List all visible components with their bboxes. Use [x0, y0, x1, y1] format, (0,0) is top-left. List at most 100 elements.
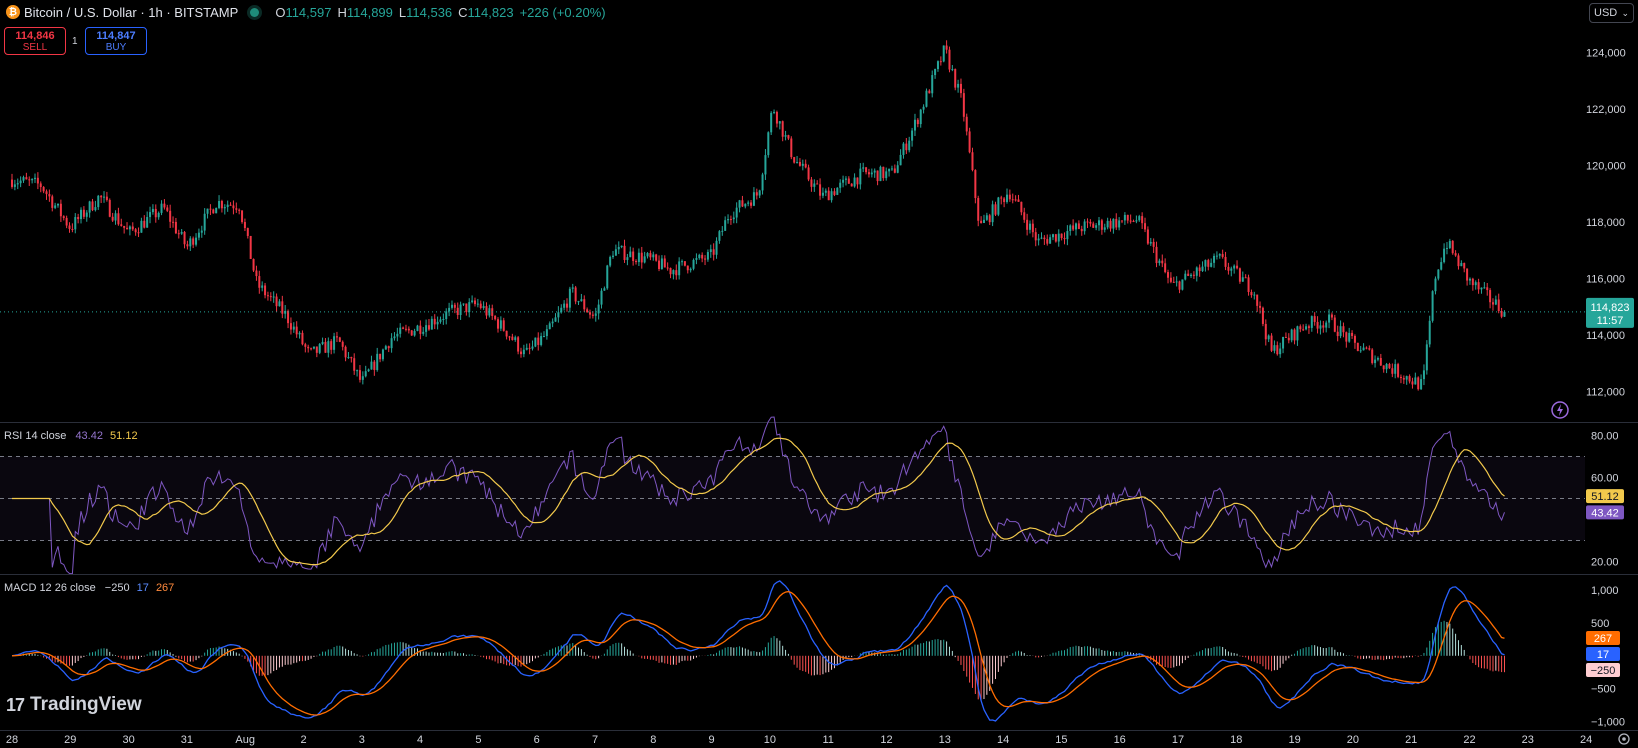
- candle-body: [151, 208, 154, 213]
- tradingview-logo[interactable]: 17 TradingView: [6, 694, 142, 716]
- macd-badge: [1586, 647, 1620, 661]
- lightning-alert-icon[interactable]: [1551, 401, 1569, 419]
- currency-select[interactable]: USD ⌄: [1589, 3, 1634, 23]
- candle-body: [568, 288, 571, 308]
- candle-body: [1005, 194, 1008, 202]
- macd-legend[interactable]: MACD 12 26 close −250 17 267: [4, 582, 174, 594]
- ohlc-open-label: O: [275, 4, 286, 20]
- candle-body: [1198, 267, 1201, 272]
- candle-body: [1169, 277, 1172, 282]
- candle-body: [1474, 282, 1477, 286]
- candle-body: [209, 208, 212, 210]
- candle-body: [396, 333, 399, 337]
- settings-icon[interactable]: [1618, 733, 1630, 745]
- candle-body: [913, 119, 916, 131]
- candle-body: [1480, 287, 1483, 290]
- rsi-legend[interactable]: RSI 14 close 43.42 51.12: [4, 430, 138, 442]
- candle-body: [571, 287, 574, 289]
- candle-body: [131, 226, 134, 230]
- sell-label: SELL: [22, 42, 48, 53]
- candle-body: [367, 369, 370, 372]
- candle-body: [1046, 239, 1049, 244]
- candle-body: [390, 338, 393, 349]
- candle-body: [1126, 214, 1129, 221]
- buy-button[interactable]: 114,847 BUY: [85, 27, 147, 55]
- candle-body: [1353, 335, 1356, 343]
- candle-body: [959, 83, 962, 94]
- candle-body: [16, 183, 19, 185]
- candle-body: [154, 208, 157, 218]
- time-tick-label: 4: [417, 734, 423, 746]
- candle-body: [186, 244, 189, 247]
- candle-body: [1241, 277, 1244, 282]
- candle-body: [563, 303, 566, 308]
- candle-body: [566, 303, 569, 308]
- candle-body: [908, 140, 911, 151]
- candle-body: [519, 351, 523, 355]
- candle-body: [347, 357, 350, 359]
- candle-body: [1497, 299, 1500, 311]
- candle-body: [971, 152, 974, 171]
- candle-body: [1040, 237, 1043, 239]
- sell-button[interactable]: 114,846 SELL: [4, 27, 66, 55]
- candle-body: [169, 210, 172, 222]
- candle-body: [525, 347, 528, 350]
- candle-body: [1385, 364, 1388, 370]
- candle-body: [689, 268, 692, 271]
- macd-pane: [11, 580, 1505, 722]
- candle-body: [1399, 376, 1402, 379]
- candle-body: [1466, 268, 1469, 281]
- candle-body: [241, 210, 244, 223]
- candle-body: [827, 190, 830, 201]
- candle-body: [327, 341, 330, 353]
- time-tick-label: 6: [534, 734, 540, 746]
- candle-body: [655, 254, 658, 261]
- candle-body: [842, 179, 845, 183]
- candle-body: [255, 270, 258, 277]
- price-pane: [0, 40, 1585, 391]
- candle-body: [1051, 234, 1055, 238]
- candle-body: [28, 179, 31, 181]
- candle-body: [1098, 220, 1101, 226]
- candle-body: [1034, 232, 1037, 241]
- candle-body: [1293, 329, 1296, 341]
- candle-body: [1184, 273, 1187, 280]
- macd-tick-label: −500: [1591, 684, 1616, 696]
- candle-body: [962, 93, 965, 117]
- candle-body: [1112, 218, 1115, 229]
- candle-body: [681, 261, 684, 263]
- candle-body: [1417, 377, 1420, 390]
- candle-body: [672, 270, 675, 275]
- time-tick-label: 12: [880, 734, 892, 746]
- macd-badge: [1586, 631, 1620, 645]
- candle-body: [652, 254, 655, 258]
- macd-value: 17: [136, 582, 149, 594]
- candle-body: [36, 177, 39, 184]
- candle-body: [557, 312, 560, 318]
- macd-hist-value: −250: [104, 582, 130, 594]
- candle-body: [1305, 326, 1308, 330]
- candle-body: [1089, 221, 1092, 224]
- candle-body: [146, 217, 149, 228]
- rsi-badge: [1586, 505, 1624, 520]
- time-tick-label: 5: [475, 734, 481, 746]
- market-status-icon: [250, 7, 260, 17]
- candle-body: [1483, 287, 1486, 289]
- candle-body: [882, 166, 885, 179]
- candle-body: [629, 251, 632, 258]
- candle-body: [1457, 255, 1460, 267]
- candle-body: [419, 325, 422, 334]
- symbol-title[interactable]: Bitcoin / U.S. Dollar · 1h · BITSTAMP: [24, 4, 239, 20]
- macd-badge-value: 267: [1594, 633, 1612, 645]
- macd-badge-value: 17: [1597, 649, 1609, 661]
- candle-body: [212, 209, 215, 214]
- candle-body: [1195, 267, 1198, 276]
- candle-body: [350, 357, 353, 359]
- candle-body: [304, 344, 307, 347]
- candle-body: [1434, 278, 1437, 292]
- candle-body: [289, 323, 292, 330]
- candle-body: [635, 260, 638, 263]
- time-tick-label: 23: [1522, 734, 1534, 746]
- candle-body: [422, 331, 425, 334]
